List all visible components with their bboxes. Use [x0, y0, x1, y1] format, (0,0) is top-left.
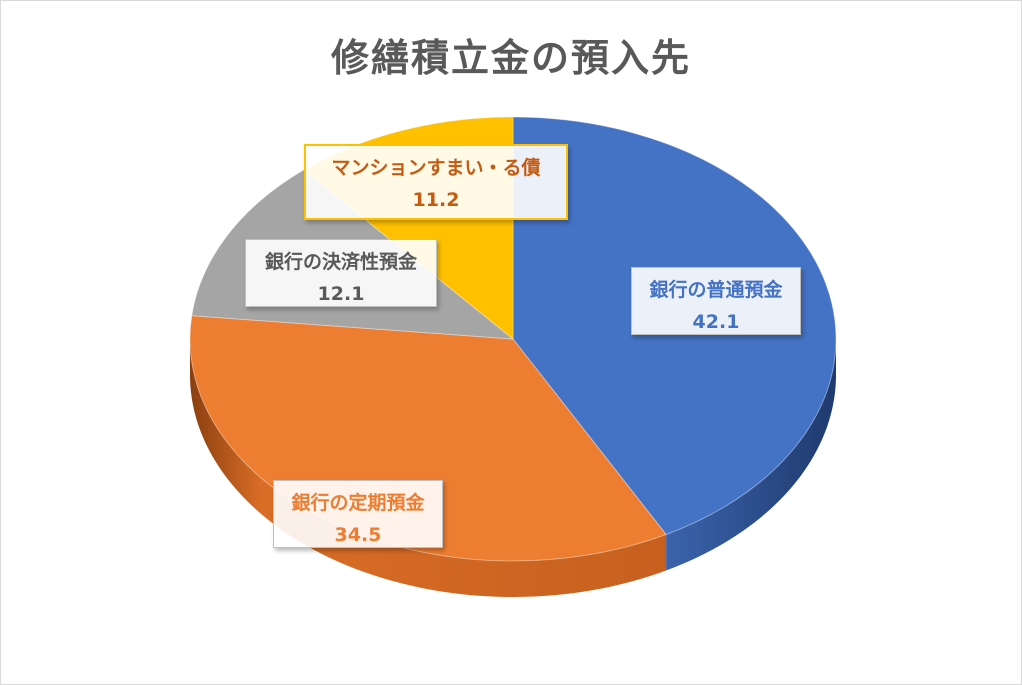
- data-label-settlement-deposit-value: 12.1: [317, 283, 365, 305]
- data-label-settlement-deposit-name: 銀行の決済性預金: [264, 251, 417, 273]
- data-label-sumairu-bond: マンションすまい・る債 11.2: [304, 144, 568, 220]
- data-label-sumairu-bond-name: マンションすまい・る債: [331, 157, 541, 179]
- data-label-ordinary-deposit-name: 銀行の普通預金: [649, 279, 783, 301]
- data-label-ordinary-deposit-value: 42.1: [692, 311, 740, 333]
- data-label-settlement-deposit: 銀行の決済性預金 12.1: [245, 239, 437, 307]
- data-label-ordinary-deposit: 銀行の普通預金 42.1: [631, 267, 801, 335]
- data-label-time-deposit-value: 34.5: [334, 524, 382, 546]
- data-label-time-deposit-name: 銀行の定期預金: [291, 492, 425, 514]
- data-label-sumairu-bond-value: 11.2: [412, 189, 460, 211]
- chart-title: 修繕積立金の預入先: [330, 36, 691, 80]
- data-label-time-deposit: 銀行の定期預金 34.5: [273, 480, 443, 548]
- side-ordinary-deposit: [666, 339, 836, 571]
